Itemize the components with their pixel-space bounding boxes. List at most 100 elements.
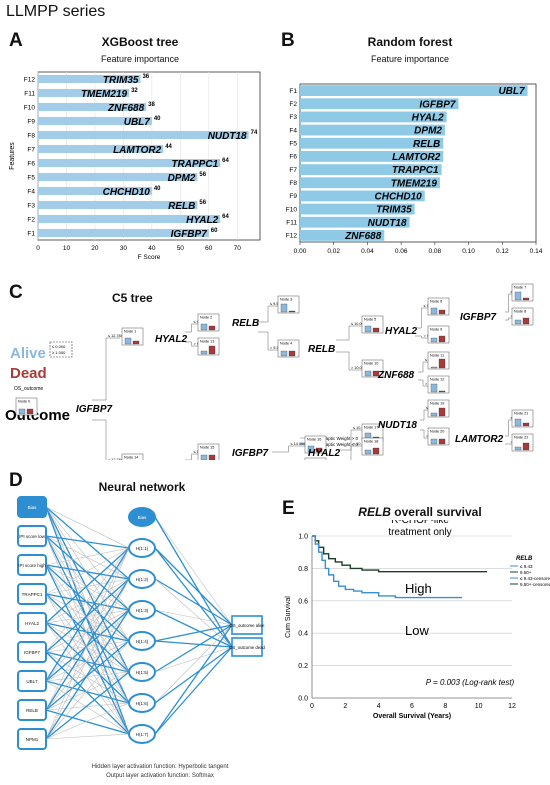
node-label: Node 17 xyxy=(364,426,378,430)
nn-edge xyxy=(45,535,130,642)
nn-edge xyxy=(154,516,233,648)
node-label: Node 3 xyxy=(280,298,292,302)
split-label: RELB xyxy=(308,344,335,355)
threshold-label: ≤ 10.130 xyxy=(353,426,368,430)
tree-node: Node 5 xyxy=(361,315,384,334)
split-label: NUDT18 xyxy=(378,420,417,431)
node-bar-dead xyxy=(438,390,446,393)
bar xyxy=(300,85,528,96)
nn-edge xyxy=(45,733,130,740)
node-bar-dead xyxy=(522,442,530,451)
node-bar-dead xyxy=(522,297,530,301)
nn-input-label: IGFBP7 xyxy=(24,650,41,655)
y-tick-label: 0.2 xyxy=(298,663,308,670)
gene-label: TMEM219 xyxy=(81,89,128,100)
node-label: Node 14 xyxy=(124,456,138,460)
split-label: IGFBP7 xyxy=(76,404,113,415)
node-bar-alive xyxy=(430,412,438,417)
gene-label: LAMTOR2 xyxy=(113,145,162,156)
legend-title: RELB xyxy=(516,556,533,562)
tree-node: Node 3 xyxy=(277,295,300,314)
x-tick-label: 4 xyxy=(377,703,381,710)
y-tick-label: F9 xyxy=(27,118,35,125)
threshold-label: ≤ 10.050 xyxy=(351,322,366,326)
x-tick-label: 40 xyxy=(148,245,156,252)
nn-edge xyxy=(45,622,130,704)
tree-node: Node 19 xyxy=(427,399,450,418)
tree-edge xyxy=(415,307,428,329)
y-tick-label: 0.8 xyxy=(298,566,308,573)
x-tick-label: 0.14 xyxy=(530,248,543,255)
tree-node: Node 1 xyxy=(121,327,144,346)
nn-footer-output: Output layer activation function: Softma… xyxy=(106,773,214,779)
gene-label: NUDT18 xyxy=(208,131,247,142)
nn-edge xyxy=(154,609,233,648)
nn-edge xyxy=(154,646,233,704)
nn-edge xyxy=(45,564,130,611)
tree-edge xyxy=(92,337,120,401)
nn-input-node: RELB xyxy=(17,699,47,721)
nn-hidden-label: H(1:4) xyxy=(136,639,149,644)
node-label: Node 21 xyxy=(514,412,528,416)
nn-input-box xyxy=(17,612,47,634)
tree-node: Node 6 xyxy=(427,297,450,316)
node-bar-dead xyxy=(288,310,296,313)
y-axis-label: Features xyxy=(9,142,16,170)
legend-entry: ≤ 9.43 xyxy=(520,564,533,569)
panel-b-title: Random forest xyxy=(367,35,453,49)
node-bar-dead xyxy=(315,447,323,453)
x-axis-label: Overall Survival (Years) xyxy=(373,713,451,720)
nn-edge xyxy=(45,535,130,580)
node-bar-alive xyxy=(514,418,522,427)
nn-edge xyxy=(45,609,130,711)
xgboost-plot: 0 10 20 30 40 50 60 70 F12 TRIM35 36 F11 TMEM219 32 F1… xyxy=(9,71,261,261)
gene-label: TMEM219 xyxy=(391,178,438,189)
bar xyxy=(300,151,444,162)
split-label: HYAL2 xyxy=(308,448,340,459)
node-bar-alive xyxy=(307,445,315,453)
tree-node: Node 4 xyxy=(277,339,300,358)
node-bar-alive xyxy=(514,319,522,325)
y-tick-label: F11 xyxy=(24,90,35,97)
group-label-low: Low xyxy=(405,623,429,638)
survival-curve xyxy=(312,535,462,599)
split-label: ZNF688 xyxy=(377,370,415,381)
legend-box xyxy=(49,341,73,358)
tree-node: Node 7 xyxy=(511,283,534,302)
tree-edge xyxy=(505,293,512,313)
tree-edge xyxy=(92,419,107,460)
nn-input-label: HYAL2 xyxy=(25,621,39,626)
data-label: 36 xyxy=(142,74,149,80)
edge-legend-neg-label: Synaptic Weight < 0 xyxy=(318,442,359,447)
nn-edge xyxy=(154,624,233,673)
node-bar-alive xyxy=(364,325,372,333)
tree-node: Node 18 xyxy=(361,437,384,456)
nn-edge xyxy=(45,547,130,740)
nn-input-label: IPI score high xyxy=(18,563,46,568)
nn-hidden-label: H(1:5) xyxy=(136,670,149,675)
gene-label: HYAL2 xyxy=(412,113,444,124)
nn-edge xyxy=(45,564,130,642)
nn-edge xyxy=(45,535,130,735)
nn-input-node: UBL7 xyxy=(17,670,47,692)
gene-label: CHCHD10 xyxy=(103,187,151,198)
node-bar-alive xyxy=(430,366,438,369)
bar xyxy=(38,116,152,126)
gene-label: TRIM35 xyxy=(103,75,139,86)
tree-edge xyxy=(258,331,278,351)
bar xyxy=(300,216,410,228)
survival-plot: 0.0 0.2 0.4 0.6 0.8 1.0 0 2 4 6 8 10 12 Overall Survi… xyxy=(285,520,550,720)
neural-network: Bias IPI score low IPI score high TRAPPC1 HY… xyxy=(17,496,266,750)
node-bar-alive xyxy=(200,350,208,355)
bar xyxy=(300,190,425,202)
x-tick-label: 50 xyxy=(177,245,185,252)
data-label: 40 xyxy=(154,186,161,192)
x-tick-label: 2 xyxy=(343,703,347,710)
nn-hidden-node: H(1:2) xyxy=(128,569,156,589)
node-bar-alive xyxy=(280,350,288,357)
nn-edge xyxy=(45,506,130,673)
legend-box-line1: ≤ 0.000 xyxy=(52,344,66,349)
split-label: HYAL2 xyxy=(155,334,187,345)
nn-edge xyxy=(45,578,130,682)
threshold-label: > 10.050 xyxy=(351,366,366,370)
